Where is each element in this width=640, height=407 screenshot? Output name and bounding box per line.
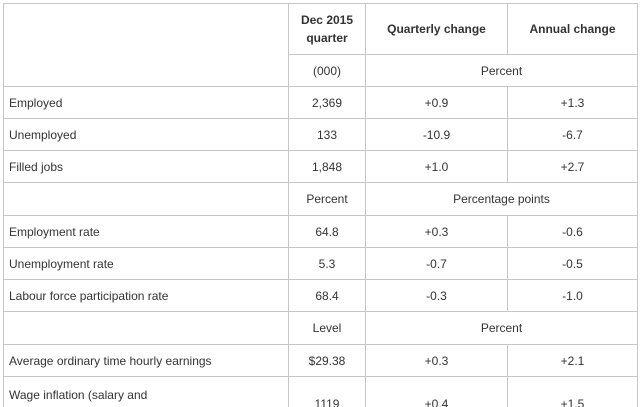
- cell-quarterly-change: -0.3: [365, 279, 508, 312]
- cell-quarterly-change: -10.9: [365, 118, 508, 151]
- units-value-000: (000): [288, 54, 366, 87]
- cell-quarterly-change: +0.4: [365, 376, 508, 407]
- cell-value: $29.38: [288, 344, 366, 377]
- cell-value: 64.8: [288, 215, 366, 248]
- units-changes-percent: Percent: [365, 311, 638, 345]
- cell-annual-change: +1.3: [507, 86, 638, 119]
- cell-value: 68.4: [288, 279, 366, 312]
- col-header-quarterly-change: Quarterly change: [365, 3, 508, 55]
- col-header-period: Dec 2015 quarter: [288, 3, 366, 55]
- row-label-average-hourly-earnings: Average ordinary time hourly earnings: [3, 344, 289, 377]
- cell-annual-change: -0.6: [507, 215, 638, 248]
- cell-value: 2,369: [288, 86, 366, 119]
- cell-annual-change: -6.7: [507, 118, 638, 151]
- units-value-percent: Percent: [288, 182, 366, 216]
- cell-value: 1119: [288, 376, 366, 407]
- units-changes-percentage-points: Percentage points: [365, 182, 638, 216]
- cell-quarterly-change: +0.3: [365, 215, 508, 248]
- cell-quarterly-change: +0.3: [365, 344, 508, 377]
- row-label-filled-jobs: Filled jobs: [3, 150, 289, 183]
- cell-value: 133: [288, 118, 366, 151]
- cell-quarterly-change: +1.0: [365, 150, 508, 183]
- row-label-labour-force-participation-rate: Labour force participation rate: [3, 279, 289, 312]
- row-label-employment-rate: Employment rate: [3, 215, 289, 248]
- cell-value: 5.3: [288, 247, 366, 280]
- row-label-unemployed: Unemployed: [3, 118, 289, 151]
- row-label-wage-inflation: Wage inflation (salary and wage rates, i…: [3, 376, 289, 407]
- units-value-level: Level: [288, 311, 366, 345]
- cell-annual-change: -0.5: [507, 247, 638, 280]
- corner-empty-cell: [3, 3, 289, 87]
- cell-annual-change: +2.7: [507, 150, 638, 183]
- labour-market-summary-table: Dec 2015 quarter Quarterly change Annual…: [3, 3, 638, 407]
- cell-quarterly-change: +0.9: [365, 86, 508, 119]
- cell-quarterly-change: -0.7: [365, 247, 508, 280]
- col-header-annual-change: Annual change: [507, 3, 638, 55]
- units-changes-percent: Percent: [365, 54, 638, 87]
- row-label-unemployment-rate: Unemployment rate: [3, 247, 289, 280]
- cell-annual-change: +2.1: [507, 344, 638, 377]
- cell-value: 1,848: [288, 150, 366, 183]
- section-divider-empty-cell: [3, 182, 289, 216]
- cell-annual-change: -1.0: [507, 279, 638, 312]
- row-label-employed: Employed: [3, 86, 289, 119]
- section-divider-empty-cell: [3, 311, 289, 345]
- cell-annual-change: +1.5: [507, 376, 638, 407]
